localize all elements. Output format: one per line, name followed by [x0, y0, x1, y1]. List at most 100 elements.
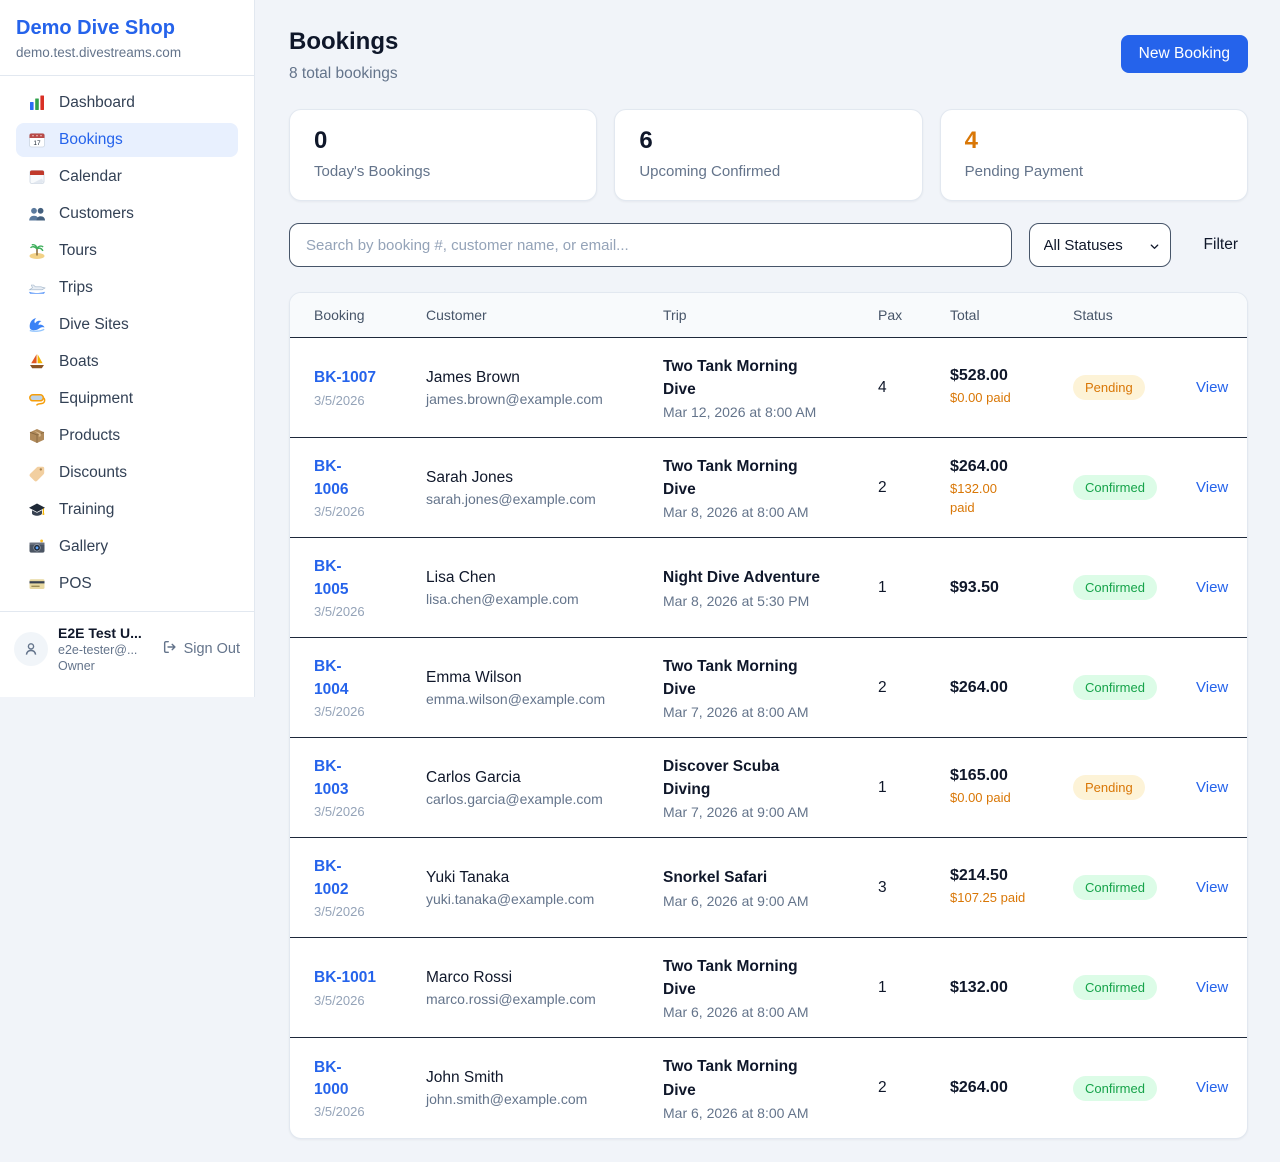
sidebar-item-tours[interactable]: Tours: [16, 234, 238, 268]
status-filter-select[interactable]: All Statuses: [1028, 223, 1171, 267]
table-row: BK-1007 3/5/2026 James Brown james.brown@ex…: [290, 338, 1247, 438]
view-link[interactable]: View: [1196, 878, 1229, 896]
booking-id-link[interactable]: BK- 1002: [314, 858, 349, 898]
sidebar-item-customers[interactable]: Customers: [16, 197, 238, 231]
sailboat-icon: [28, 353, 46, 371]
customer-cell: Carlos Garcia carlos.garcia@example.com: [426, 769, 663, 807]
stat-value: 4: [964, 127, 979, 154]
view-link[interactable]: View: [1196, 1079, 1229, 1096]
pax-count: 1: [878, 978, 887, 996]
booking-id-link[interactable]: BK- 1000: [314, 1058, 349, 1098]
user-info: E2E Test U... e2e-tester@... Owner: [58, 625, 152, 673]
shop-logo-block: Demo Dive Shop demo.test.divestreams.com: [0, 0, 254, 76]
trip-datetime: Mar 6, 2026 at 9:00 AM: [663, 892, 809, 909]
booking-cell: BK- 1003 3/5/2026: [314, 756, 426, 819]
trip-cell: Discover Scuba Diving Mar 7, 2026 at 9:00…: [663, 755, 878, 821]
sidebar-item-training[interactable]: Training: [16, 493, 238, 527]
view-link[interactable]: View: [1196, 478, 1229, 496]
sidebar-item-calendar[interactable]: Calendar: [16, 160, 238, 194]
trip-cell: Two Tank Morning Dive Mar 8, 2026 at 8:00…: [663, 455, 878, 521]
total-cell: $93.50: [950, 579, 1073, 597]
sidebar-item-discounts[interactable]: Discounts: [16, 456, 238, 490]
pax-count: 2: [878, 678, 887, 696]
user-role: Owner: [58, 659, 95, 673]
status-badge: Pending: [1073, 375, 1145, 400]
trip-name: Two Tank Morning Dive: [663, 357, 798, 398]
sidebar-item-bookings[interactable]: 17 Bookings: [16, 123, 238, 157]
view-link[interactable]: View: [1196, 678, 1229, 696]
graduation-cap-icon: [28, 501, 46, 519]
customer-name: Marco Rossi: [426, 968, 513, 986]
total-amount: $264.00: [950, 678, 1008, 696]
table-row: BK- 1002 3/5/2026 Yuki Tanaka yuki.tanaka@e…: [290, 838, 1247, 938]
booking-id-link[interactable]: BK- 1005: [314, 558, 349, 598]
stat-card-todays-bookings: 0 Today's Bookings: [289, 109, 598, 201]
total-amount: $264.00: [950, 458, 1008, 476]
search-input[interactable]: [289, 223, 1012, 267]
bookings-table: Booking Customer Trip Pax Total Status B…: [289, 292, 1248, 1139]
pax-count: 2: [878, 478, 887, 496]
booking-id-link[interactable]: BK-1007: [314, 369, 377, 387]
sidebar-item-gallery[interactable]: Gallery: [16, 530, 238, 564]
total-amount: $132.00: [950, 978, 1008, 996]
sidebar-item-equipment[interactable]: Equipment: [16, 382, 238, 416]
page-header: Bookings 8 total bookings New Booking: [289, 28, 1248, 83]
tear-off-calendar-icon: [28, 168, 46, 186]
booking-id-link[interactable]: BK- 1003: [314, 758, 349, 798]
sidebar-item-label: Gallery: [59, 538, 109, 555]
view-link[interactable]: View: [1196, 778, 1229, 796]
trip-name: Snorkel Safari: [663, 869, 768, 887]
sidebar-item-label: Tours: [59, 242, 97, 259]
view-cell: View: [1196, 1079, 1228, 1097]
total-cell: $264.00: [950, 1079, 1073, 1097]
customer-name: Emma Wilson: [426, 668, 522, 686]
booking-id-link[interactable]: BK- 1004: [314, 658, 349, 698]
stat-label: Today's Bookings: [314, 163, 431, 180]
status-badge: Pending: [1073, 775, 1145, 800]
trip-name: Two Tank Morning Dive: [663, 1058, 798, 1099]
view-link[interactable]: View: [1196, 378, 1229, 396]
customer-name: Lisa Chen: [426, 568, 496, 586]
booking-cell: BK- 1000 3/5/2026: [314, 1057, 426, 1120]
sidebar-item-dashboard[interactable]: Dashboard: [16, 86, 238, 120]
sidebar-item-products[interactable]: Products: [16, 419, 238, 453]
booking-cell: BK- 1002 3/5/2026: [314, 856, 426, 919]
sidebar-item-pos[interactable]: POS: [16, 567, 238, 601]
sidebar-item-trips[interactable]: Trips: [16, 271, 238, 305]
user-email: e2e-tester@...: [58, 643, 138, 657]
sign-out-button[interactable]: Sign Out: [162, 639, 240, 659]
booking-id-link[interactable]: BK-1001: [314, 969, 377, 987]
page-title-block: Bookings 8 total bookings: [289, 28, 398, 83]
customer-email: carlos.garcia@example.com: [426, 790, 603, 807]
view-link[interactable]: View: [1196, 978, 1229, 996]
table-row: BK- 1005 3/5/2026 Lisa Chen lisa.chen@examp…: [290, 538, 1247, 638]
customer-name: John Smith: [426, 1069, 504, 1086]
view-link[interactable]: View: [1196, 578, 1229, 596]
booking-date: 3/5/2026: [314, 992, 365, 1008]
trip-cell: Two Tank Morning Dive Mar 12, 2026 at 8:0…: [663, 355, 878, 421]
sidebar-item-label: Dive Sites: [59, 316, 129, 333]
trip-cell: Two Tank Morning Dive Mar 6, 2026 at 8:00…: [663, 955, 878, 1021]
sidebar-item-label: Calendar: [59, 168, 122, 185]
sidebar-item-label: Products: [59, 427, 121, 444]
trip-datetime: Mar 8, 2026 at 8:00 AM: [663, 504, 809, 521]
filters-row: All Statuses Filter: [289, 223, 1248, 267]
sidebar-item-dive-sites[interactable]: Dive Sites: [16, 308, 238, 342]
trip-datetime: Mar 8, 2026 at 5:30 PM: [663, 592, 810, 609]
column-header-booking: Booking: [314, 307, 365, 323]
camera-icon: [28, 538, 46, 556]
booking-id-link[interactable]: BK- 1006: [314, 458, 349, 498]
paid-amount: $107.25 paid: [950, 890, 1026, 906]
sidebar: Demo Dive Shop demo.test.divestreams.com…: [0, 0, 255, 697]
filter-button[interactable]: Filter: [1203, 236, 1238, 253]
customer-cell: John Smith john.smith@example.com: [426, 1069, 663, 1107]
paid-amount: $0.00 paid: [950, 790, 1011, 806]
booking-cell: BK- 1006 3/5/2026: [314, 456, 426, 519]
status-cell: Confirmed: [1073, 575, 1196, 600]
sidebar-item-boats[interactable]: Boats: [16, 345, 238, 379]
customer-cell: Emma Wilson emma.wilson@example.com: [426, 669, 663, 707]
new-booking-button[interactable]: New Booking: [1120, 35, 1248, 73]
sidebar-item-label: Equipment: [59, 390, 134, 407]
status-cell: Confirmed: [1073, 675, 1196, 700]
booking-date: 3/5/2026: [314, 603, 365, 619]
